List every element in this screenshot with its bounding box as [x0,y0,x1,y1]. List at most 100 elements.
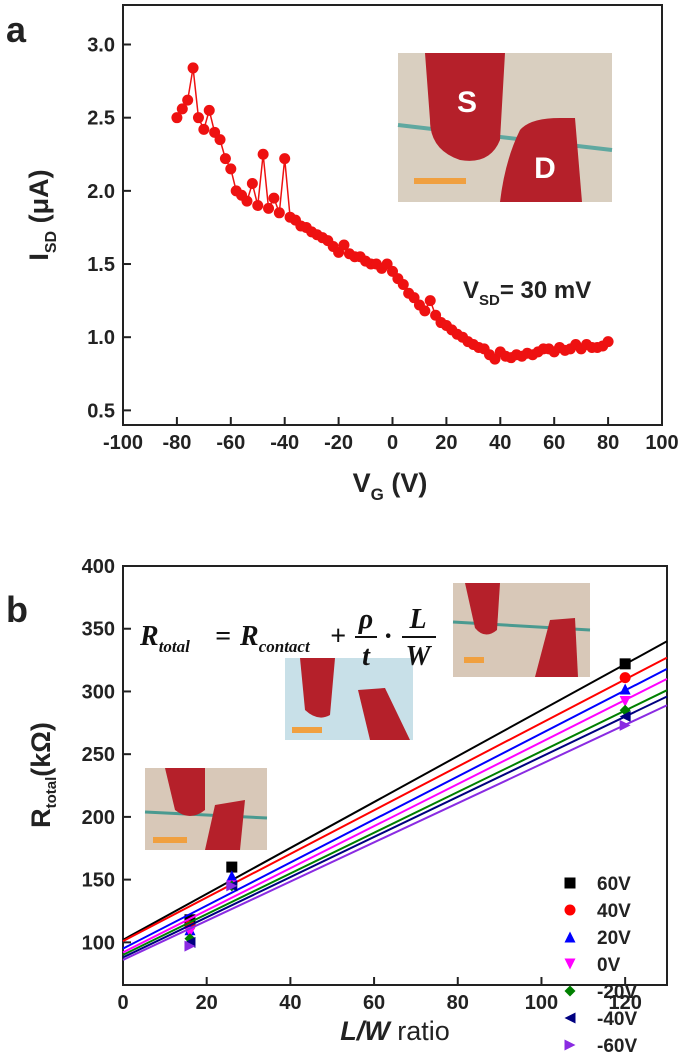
panel-label: b [6,589,28,630]
marker [564,877,576,889]
equation-part: W [406,641,433,672]
x-tick-label: 80 [447,992,469,1014]
marker [176,103,188,115]
marker [268,192,280,204]
fit-line [122,689,668,956]
x-tick-label: 20 [435,432,457,454]
inset-image [144,583,591,850]
marker [419,305,431,317]
marker [192,112,204,124]
marker [564,1039,576,1051]
y-tick-label: 350 [82,619,115,641]
x-tick-label: 120 [608,992,641,1014]
fit-line [122,656,668,942]
marker [564,1012,576,1024]
marker [564,958,576,970]
fit-line [122,678,668,954]
x-tick-label: -40 [270,432,299,454]
marker [424,295,436,307]
y-tick-label: 2.0 [87,181,115,203]
x-tick-label: 40 [489,432,511,454]
legend-label: 60V [597,874,631,895]
panel-label: a [6,9,27,50]
marker [564,931,576,943]
equation-part: Rcontact [239,621,311,656]
equation-part: · [385,621,392,652]
marker [246,178,258,190]
y-tick-label: 3.0 [87,35,115,57]
marker [619,711,631,723]
annotation: VSD= 30 mV [463,277,591,309]
marker [263,202,275,214]
x-tick-label: 60 [363,992,385,1014]
x-tick-label: -100 [103,432,143,454]
marker [187,62,199,74]
x-tick-label: -80 [162,432,191,454]
marker [619,695,631,707]
marker [252,199,264,211]
x-tick-label: 0 [387,432,398,454]
marker [619,658,631,670]
x-axis-label: VG (V) [353,468,428,504]
fit-line [122,695,668,959]
y-tick-label: 200 [82,807,115,829]
y-tick-label: 150 [82,870,115,892]
y-tick-label: 1.0 [87,327,115,349]
equation-part: t [362,641,371,672]
marker [226,880,238,892]
equation-part: + [330,621,346,652]
x-tick-label: 40 [279,992,301,1014]
marker [273,207,285,219]
x-tick-label: 20 [196,992,218,1014]
legend-label: -60V [597,1036,637,1053]
legend-label: 40V [597,901,631,922]
equation-part: = [215,621,231,652]
y-axis-label: ISD (μA) [24,169,60,260]
marker [226,861,238,873]
marker [619,672,631,684]
legend-label: -20V [597,982,637,1003]
marker [257,148,269,160]
marker [219,153,231,165]
y-tick-label: 100 [82,932,115,954]
marker [564,985,576,997]
inset-image [397,53,613,202]
y-axis-label: Rtotal(kΩ) [26,722,60,828]
plot-frame [122,565,668,986]
fit-line [122,704,668,961]
marker [214,134,226,146]
marker [619,719,631,731]
marker [279,153,291,165]
y-tick-label: 2.5 [87,108,115,130]
equation-part: L [408,604,426,635]
x-tick-label: 0 [117,992,128,1014]
equation-part: Rtotal [139,621,190,656]
x-tick-label: 60 [543,432,565,454]
legend-label: 20V [597,928,631,949]
marker [171,112,183,124]
x-axis-label: L/W ratio [340,1016,450,1046]
marker [198,123,210,135]
x-tick-label: 100 [645,432,678,454]
marker [225,163,237,175]
marker [602,336,614,348]
marker [338,239,350,251]
x-tick-label: -60 [216,432,245,454]
y-tick-label: 250 [82,744,115,766]
marker [182,94,194,106]
legend-label: 0V [597,955,621,976]
inset-label: D [534,152,556,185]
fit-line [122,667,668,950]
equation: Rtotal = Rcontact + ρ t · L W [139,604,436,672]
y-tick-label: 1.5 [87,254,115,276]
fit-line [122,640,668,941]
x-tick-label: 80 [597,432,619,454]
y-tick-label: 400 [82,556,115,578]
x-tick-label: -20 [324,432,353,454]
y-tick-label: 300 [82,681,115,703]
x-tick-label: 100 [525,992,558,1014]
y-tick-label: 0.5 [87,400,115,422]
legend-label: -40V [597,1009,637,1030]
marker [564,904,576,916]
